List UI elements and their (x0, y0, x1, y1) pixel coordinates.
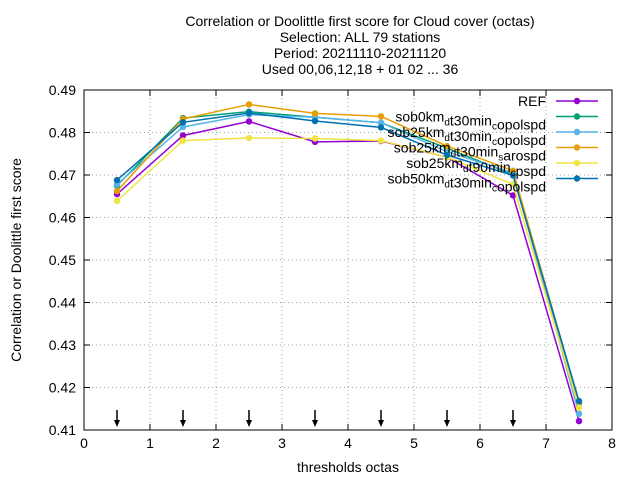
series-line (116, 120, 580, 422)
legend-label: REF (518, 93, 546, 109)
legend-swatch-point (573, 175, 581, 182)
series-point (575, 397, 583, 405)
title-line: Correlation or Doolittle first score for… (185, 13, 534, 29)
series-point (311, 110, 319, 117)
series-point (311, 117, 319, 125)
series-point (377, 137, 385, 144)
title-line: Used 00,06,12,18 + 01 02 ... 36 (262, 61, 459, 77)
x-axis-label: thresholds octas (297, 459, 399, 475)
x-tick-label: 4 (344, 435, 352, 451)
x-tick-label: 1 (146, 435, 154, 451)
series-point (443, 151, 451, 159)
series-point (113, 187, 121, 195)
chart-title: Correlation or Doolittle first score for… (185, 13, 534, 77)
legend: REFsob0kmdt30mincopolspdsob25kmdt30minco… (388, 93, 598, 195)
x-tick-label: 2 (212, 435, 220, 451)
threshold-arrow-head (378, 420, 384, 427)
threshold-arrows (114, 410, 516, 427)
legend-swatch-point (573, 128, 581, 136)
y-tick-label: 0.49 (49, 82, 76, 98)
series-lines (113, 101, 583, 425)
series-point (509, 192, 517, 199)
series-point (245, 101, 253, 108)
threshold-arrow-head (510, 420, 516, 427)
series-point (245, 118, 253, 125)
series-point (179, 123, 187, 131)
threshold-arrow-head (312, 420, 318, 427)
x-tick-label: 0 (80, 435, 88, 451)
title-line: Period: 20211110-20211120 (274, 45, 447, 61)
series-point (377, 113, 385, 120)
threshold-arrow-head (246, 420, 252, 427)
y-tick-label: 0.42 (49, 380, 76, 396)
series-point (113, 176, 121, 184)
series-line (116, 112, 580, 402)
series-point (179, 132, 187, 139)
legend-swatch-point (573, 97, 581, 105)
legend-label: sob25kmdt90mincpspd (406, 155, 546, 179)
series-point (377, 124, 385, 131)
y-tick-label: 0.44 (49, 295, 76, 311)
y-axis-label: Correlation or Doolittle first score (8, 158, 24, 362)
y-tick-label: 0.48 (49, 125, 76, 141)
threshold-arrow-head (444, 420, 450, 427)
y-tick-label: 0.41 (49, 422, 76, 438)
series-point (509, 167, 517, 174)
title-line: Selection: ALL 79 stations (280, 29, 441, 45)
y-tick-label: 0.43 (49, 337, 76, 353)
series-point (509, 172, 517, 179)
y-tick-label: 0.45 (49, 252, 76, 268)
y-tick-label: 0.46 (49, 210, 76, 226)
series-point (575, 410, 583, 418)
series-line (116, 103, 580, 403)
series-line (116, 137, 580, 409)
x-tick-label: 6 (476, 435, 484, 451)
legend-label: sob0kmdt30mincopolspd (395, 109, 546, 133)
x-tick-label: 8 (608, 435, 616, 451)
series-point (575, 417, 583, 425)
threshold-arrow-head (180, 420, 186, 427)
series-point (377, 119, 385, 126)
series-point (245, 109, 253, 117)
series-point (179, 137, 187, 144)
legend-label: sob50kmdt30mincopolspd (388, 171, 546, 195)
x-tick-label: 5 (410, 435, 418, 451)
series-point (575, 404, 583, 412)
series-point (179, 119, 187, 126)
series-point (443, 142, 451, 150)
legend-swatch-point (573, 113, 581, 120)
y-tick-label: 0.47 (49, 167, 76, 183)
legend-swatch-point (573, 144, 581, 151)
legend-swatch-point (573, 159, 581, 167)
legend-label: sob25kmdt30mincopolspd (388, 124, 546, 148)
series-line (116, 113, 580, 415)
series-point (113, 197, 121, 205)
series-point (245, 134, 253, 142)
x-tick-label: 3 (278, 435, 286, 451)
x-tick-label: 7 (542, 435, 550, 451)
legend-label: sob25kmdt30minsarospd (394, 140, 546, 164)
axis-ticks: 0 1 2 3 4 5 6 7 8 0.41 0.42 0.43 0.44 0.45 0.46 0.47 0.4… (49, 82, 616, 451)
series-point (311, 135, 319, 142)
threshold-arrow-head (114, 420, 120, 427)
